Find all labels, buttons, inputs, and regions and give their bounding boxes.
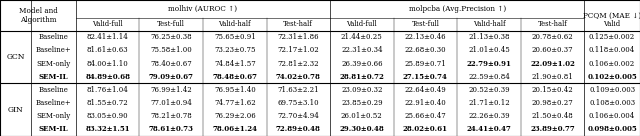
Text: 28.81±0.72: 28.81±0.72	[339, 73, 384, 81]
Text: 21.44±0.25: 21.44±0.25	[341, 33, 383, 41]
Text: 23.09±0.32: 23.09±0.32	[341, 86, 383, 94]
Text: 26.39±0.66: 26.39±0.66	[341, 60, 383, 68]
Text: Valid-half: Valid-half	[218, 20, 251, 28]
Text: 25.66±0.47: 25.66±0.47	[404, 112, 446, 120]
Text: 0.109±0.003: 0.109±0.003	[589, 86, 635, 94]
Text: Baseline: Baseline	[38, 86, 68, 94]
Text: 26.01±0.52: 26.01±0.52	[341, 112, 383, 120]
Text: 22.79±0.91: 22.79±0.91	[467, 60, 511, 68]
Text: molhiv (AUROC ↑): molhiv (AUROC ↑)	[168, 5, 237, 13]
Text: 84.00±1.10: 84.00±1.10	[87, 60, 129, 68]
Text: 22.26±0.39: 22.26±0.39	[468, 112, 509, 120]
Text: 20.60±0.37: 20.60±0.37	[532, 47, 573, 54]
Text: 75.58±1.00: 75.58±1.00	[150, 47, 192, 54]
Text: PCQM (MAE ↓): PCQM (MAE ↓)	[583, 11, 640, 19]
Text: 27.15±0.74: 27.15±0.74	[403, 73, 448, 81]
Text: 78.48±0.67: 78.48±0.67	[212, 73, 257, 81]
Text: 22.68±0.30: 22.68±0.30	[404, 47, 446, 54]
Text: 0.108±0.003: 0.108±0.003	[589, 99, 635, 107]
Text: Valid-full: Valid-full	[92, 20, 123, 28]
Text: 22.09±1.02: 22.09±1.02	[530, 60, 575, 68]
Text: Baseline+: Baseline+	[36, 47, 71, 54]
Text: Valid-half: Valid-half	[472, 20, 505, 28]
Text: 81.61±0.63: 81.61±0.63	[87, 47, 129, 54]
Text: 24.41±0.47: 24.41±0.47	[467, 125, 511, 133]
Text: 20.52±0.39: 20.52±0.39	[468, 86, 509, 94]
Text: 78.21±0.78: 78.21±0.78	[150, 112, 192, 120]
Text: 69.75±3.10: 69.75±3.10	[278, 99, 319, 107]
Text: 20.78±0.62: 20.78±0.62	[532, 33, 573, 41]
Text: 23.85±0.29: 23.85±0.29	[341, 99, 383, 107]
Text: 22.91±0.40: 22.91±0.40	[404, 99, 446, 107]
Text: 83.05±0.90: 83.05±0.90	[87, 112, 129, 120]
Text: 22.59±0.84: 22.59±0.84	[468, 73, 510, 81]
Text: 75.65±0.91: 75.65±0.91	[214, 33, 255, 41]
Text: SEM-IL: SEM-IL	[38, 125, 68, 133]
Text: 21.50±0.48: 21.50±0.48	[532, 112, 573, 120]
Text: GIN: GIN	[8, 106, 24, 114]
Text: 22.31±0.34: 22.31±0.34	[341, 47, 383, 54]
Text: 28.02±0.61: 28.02±0.61	[403, 125, 448, 133]
Text: 0.125±0.002: 0.125±0.002	[589, 33, 636, 41]
Text: 78.40±0.67: 78.40±0.67	[150, 60, 192, 68]
Text: 78.61±0.73: 78.61±0.73	[148, 125, 194, 133]
Text: SEM-only: SEM-only	[36, 112, 70, 120]
Text: Test-full: Test-full	[157, 20, 185, 28]
Text: Test-half: Test-half	[538, 20, 568, 28]
Text: 81.55±0.72: 81.55±0.72	[87, 99, 129, 107]
Text: Test-half: Test-half	[284, 20, 313, 28]
Text: 0.118±0.004: 0.118±0.004	[589, 47, 636, 54]
Text: 78.06±1.24: 78.06±1.24	[212, 125, 257, 133]
Text: 0.106±0.004: 0.106±0.004	[589, 112, 636, 120]
Text: 72.70±4.94: 72.70±4.94	[277, 112, 319, 120]
Text: 21.71±0.12: 21.71±0.12	[468, 99, 510, 107]
Text: 74.84±1.57: 74.84±1.57	[214, 60, 255, 68]
Text: molpcba (Avg.Precision ↑): molpcba (Avg.Precision ↑)	[408, 5, 506, 13]
Text: SEM-only: SEM-only	[36, 60, 70, 68]
Text: 77.01±0.94: 77.01±0.94	[150, 99, 192, 107]
Text: 79.09±0.67: 79.09±0.67	[148, 73, 194, 81]
Text: 74.77±1.62: 74.77±1.62	[214, 99, 255, 107]
Text: 74.02±0.78: 74.02±0.78	[276, 73, 321, 81]
Text: 0.106±0.002: 0.106±0.002	[589, 60, 636, 68]
Text: 82.41±1.14: 82.41±1.14	[87, 33, 129, 41]
Text: 76.99±1.42: 76.99±1.42	[150, 86, 192, 94]
Text: Model and
Algorithm: Model and Algorithm	[19, 7, 58, 24]
Text: 76.29±2.06: 76.29±2.06	[214, 112, 255, 120]
Text: 76.25±0.38: 76.25±0.38	[150, 33, 192, 41]
Text: Test-full: Test-full	[412, 20, 439, 28]
Text: 72.81±2.32: 72.81±2.32	[278, 60, 319, 68]
Text: 72.17±1.02: 72.17±1.02	[277, 47, 319, 54]
Text: 73.23±0.75: 73.23±0.75	[214, 47, 255, 54]
Text: Baseline: Baseline	[38, 33, 68, 41]
Text: 25.89±0.71: 25.89±0.71	[404, 60, 446, 68]
Text: 84.89±0.68: 84.89±0.68	[85, 73, 130, 81]
Text: GCN: GCN	[6, 53, 25, 61]
Text: SEM-IL: SEM-IL	[38, 73, 68, 81]
Text: 22.64±0.49: 22.64±0.49	[404, 86, 446, 94]
Text: 0.098±0.005: 0.098±0.005	[588, 125, 637, 133]
Text: 0.102±0.005: 0.102±0.005	[588, 73, 637, 81]
Text: 20.15±0.42: 20.15±0.42	[532, 86, 573, 94]
Text: 81.76±1.04: 81.76±1.04	[87, 86, 129, 94]
Text: 71.63±2.21: 71.63±2.21	[278, 86, 319, 94]
Text: 21.13±0.38: 21.13±0.38	[468, 33, 509, 41]
Text: 72.89±0.48: 72.89±0.48	[276, 125, 321, 133]
Text: Baseline+: Baseline+	[36, 99, 71, 107]
Text: 20.98±0.27: 20.98±0.27	[532, 99, 573, 107]
Text: 23.89±0.77: 23.89±0.77	[530, 125, 575, 133]
Text: Valid: Valid	[604, 20, 621, 28]
Text: 22.13±0.46: 22.13±0.46	[404, 33, 446, 41]
Text: 83.32±1.51: 83.32±1.51	[85, 125, 130, 133]
Text: 21.01±0.45: 21.01±0.45	[468, 47, 510, 54]
Text: Valid-full: Valid-full	[346, 20, 377, 28]
Text: 21.90±0.81: 21.90±0.81	[532, 73, 573, 81]
Text: 72.31±1.86: 72.31±1.86	[278, 33, 319, 41]
Text: 76.95±1.40: 76.95±1.40	[214, 86, 255, 94]
Text: 29.30±0.48: 29.30±0.48	[339, 125, 384, 133]
